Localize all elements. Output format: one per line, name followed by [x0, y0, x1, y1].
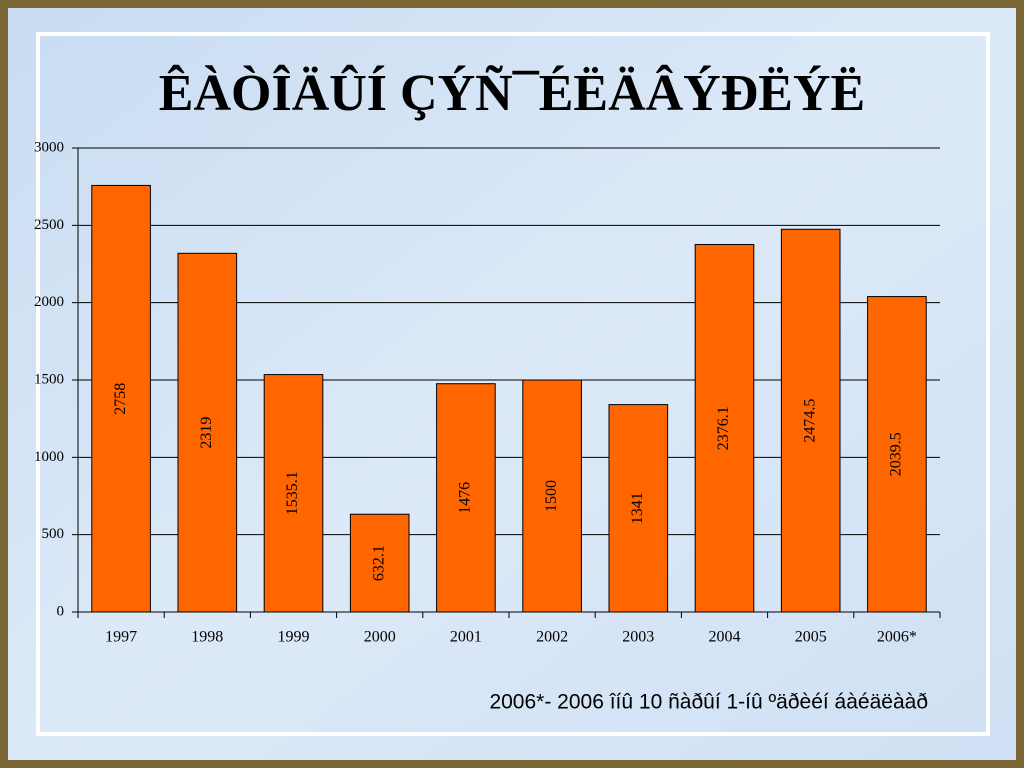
inner-frame	[36, 32, 990, 736]
value-label: 1341	[629, 492, 646, 524]
value-label: 2376.1	[715, 406, 732, 450]
bar	[694, 243, 755, 613]
value-label: 1535.1	[284, 471, 301, 515]
x-tick-label: 2002	[536, 629, 568, 646]
footnote: 2006*- 2006 îíû 10 ñàðûí 1-íû ºäðèéí áàé…	[489, 691, 928, 714]
y-tick-label: 1500	[34, 371, 64, 387]
x-tick-label: 1998	[191, 629, 223, 646]
x-tick-label: 2000	[364, 629, 396, 646]
x-tick-label: 2003	[622, 629, 654, 646]
x-tick-label: 2004	[709, 629, 741, 646]
bar	[91, 184, 151, 613]
y-tick-label: 0	[57, 603, 65, 619]
bar	[522, 379, 582, 613]
bar	[436, 383, 496, 613]
bar	[263, 374, 324, 613]
value-label: 1476	[457, 482, 474, 514]
y-tick-label: 2500	[34, 217, 64, 233]
value-label: 2474.5	[801, 399, 818, 443]
background	[8, 8, 1016, 760]
y-tick-label: 3000	[34, 139, 64, 155]
value-label: 2758	[112, 383, 129, 415]
bar	[780, 228, 841, 613]
value-label: 1500	[543, 480, 560, 512]
chart-title: ÊÀÒÎÄÛÍ ÇÝÑ¯ÉËÄÂÝÐËÝË	[159, 64, 865, 122]
value-label: 2039.5	[888, 432, 905, 476]
x-tick-label: 2001	[450, 629, 482, 646]
bar	[608, 404, 669, 613]
y-tick-label: 500	[42, 526, 65, 542]
x-tick-label: 2006*	[877, 629, 917, 646]
value-label: 2319	[198, 417, 215, 449]
y-tick-label: 1000	[34, 449, 64, 465]
value-label: 632.1	[370, 545, 387, 581]
x-tick-label: 2005	[795, 629, 827, 646]
y-tick-label: 2000	[34, 294, 64, 310]
x-tick-label: 1999	[278, 629, 310, 646]
bar	[867, 296, 927, 613]
bar	[177, 252, 238, 613]
x-tick-label: 1997	[105, 629, 137, 646]
bar	[349, 513, 410, 613]
